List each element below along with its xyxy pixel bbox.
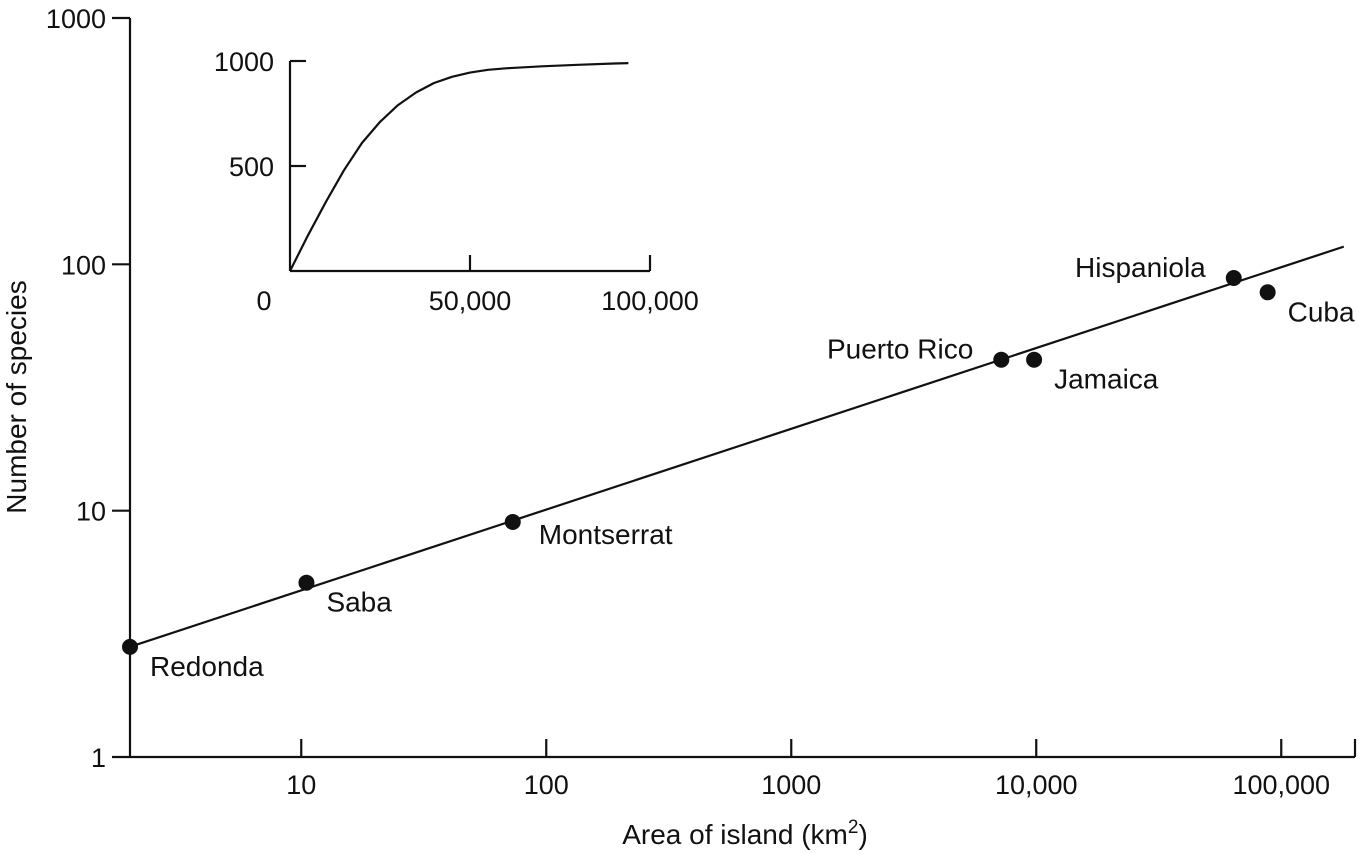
x-tick-label: 100,000 <box>1232 770 1330 800</box>
x-axis-title: Area of island (km2) <box>622 817 868 850</box>
data-point <box>1225 270 1242 287</box>
inset-x-tick-label: 50,000 <box>429 286 512 316</box>
y-tick-label: 1000 <box>46 4 106 34</box>
point-label: Cuba <box>1288 296 1355 327</box>
data-point <box>993 351 1010 368</box>
inset-y-tick-label: 500 <box>229 152 274 182</box>
point-label: Redonda <box>150 651 264 682</box>
data-point <box>1026 351 1043 368</box>
inset-curve <box>289 62 629 272</box>
inset-x-tick-label: 0 <box>256 286 271 316</box>
y-tick-label: 1 <box>91 743 106 773</box>
point-label: Puerto Rico <box>827 334 973 365</box>
inset-plot: 500 1000 0 50,000 100,000 <box>214 47 699 316</box>
x-tick-label: 100 <box>524 770 569 800</box>
data-point <box>298 574 315 591</box>
data-point <box>122 638 138 655</box>
inset-y-tick-label: 1000 <box>214 47 274 77</box>
y-axis-title: Number of species <box>1 280 32 513</box>
y-tick-label: 100 <box>61 250 106 280</box>
data-point <box>504 513 521 530</box>
x-tick-label: 1000 <box>761 770 821 800</box>
point-label: Montserrat <box>539 519 673 550</box>
y-tick-label: 10 <box>76 497 106 527</box>
point-label: Saba <box>326 587 392 618</box>
point-label: Hispaniola <box>1075 252 1206 283</box>
point-label: Jamaica <box>1054 364 1159 395</box>
x-tick-label: 10,000 <box>995 770 1078 800</box>
x-tick-label: 10 <box>286 770 316 800</box>
main-plot: 1 10 100 1000 10 100 1000 10,000 100,000 Redonda S… <box>46 4 1357 800</box>
inset-x-tick-label: 100,000 <box>601 286 699 316</box>
data-point <box>1259 284 1276 301</box>
regression-line <box>129 245 1345 648</box>
